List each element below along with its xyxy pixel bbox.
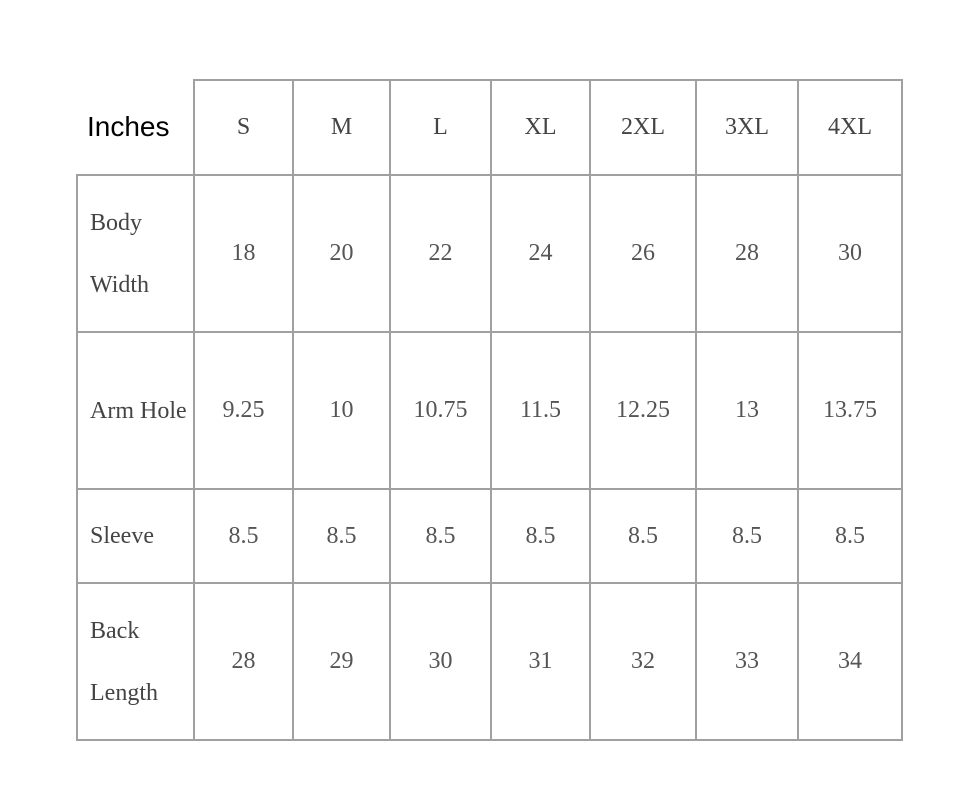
cell: 11.5 <box>490 331 591 490</box>
size-header: L <box>389 79 492 176</box>
size-header: S <box>193 79 294 176</box>
table-row: Body Width 18 20 22 24 26 28 30 <box>76 174 903 333</box>
size-header: 3XL <box>695 79 799 176</box>
cell: 8.5 <box>292 488 391 584</box>
cell: 9.25 <box>193 331 294 490</box>
cell: 28 <box>695 174 799 333</box>
cell: 12.25 <box>589 331 697 490</box>
cell: 30 <box>797 174 903 333</box>
cell: 30 <box>389 582 492 741</box>
table-row: Back Length 28 29 30 31 32 33 34 <box>76 582 903 741</box>
table-body: Body Width 18 20 22 24 26 28 30 Arm Hole 9.25 10 10… <box>76 174 903 741</box>
cell: 13 <box>695 331 799 490</box>
unit-label: Inches <box>77 80 195 176</box>
cell: 10.75 <box>389 331 492 490</box>
header-row: Inches S M L XL 2XL 3XL 4XL <box>77 79 903 176</box>
cell: 34 <box>797 582 903 741</box>
row-label: Body Width <box>76 174 195 333</box>
cell: 8.5 <box>193 488 294 584</box>
row-label: Back Length <box>76 582 195 741</box>
table-row: Arm Hole 9.25 10 10.75 11.5 12.25 13 13.75 <box>76 331 903 490</box>
size-header: 2XL <box>589 79 697 176</box>
cell: 8.5 <box>389 488 492 584</box>
cell: 26 <box>589 174 697 333</box>
size-table: Inches S M L XL 2XL 3XL 4XL Body Width 18 20 22 24… <box>76 79 903 741</box>
table-row: Sleeve 8.5 8.5 8.5 8.5 8.5 8.5 8.5 <box>76 488 903 584</box>
cell: 8.5 <box>490 488 591 584</box>
cell: 13.75 <box>797 331 903 490</box>
cell: 8.5 <box>797 488 903 584</box>
cell: 28 <box>193 582 294 741</box>
cell: 24 <box>490 174 591 333</box>
row-label: Sleeve <box>76 488 195 584</box>
cell: 29 <box>292 582 391 741</box>
cell: 8.5 <box>589 488 697 584</box>
row-label: Arm Hole <box>76 331 195 490</box>
cell: 20 <box>292 174 391 333</box>
size-header: XL <box>490 79 591 176</box>
size-header: M <box>292 79 391 176</box>
cell: 22 <box>389 174 492 333</box>
cell: 33 <box>695 582 799 741</box>
size-header: 4XL <box>797 79 903 176</box>
cell: 10 <box>292 331 391 490</box>
cell: 32 <box>589 582 697 741</box>
cell: 31 <box>490 582 591 741</box>
cell: 18 <box>193 174 294 333</box>
cell: 8.5 <box>695 488 799 584</box>
